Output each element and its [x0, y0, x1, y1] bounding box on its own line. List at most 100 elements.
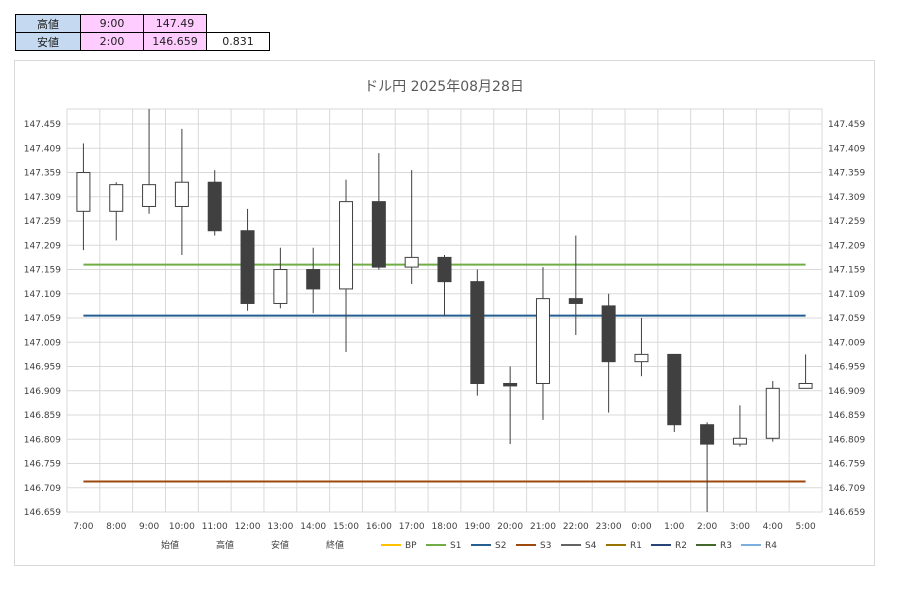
- legend-label: 安値: [271, 539, 289, 551]
- y-axis-right: 147.459 147.409 147.359 147.309 147.259 147.2…: [828, 120, 865, 518]
- candle: [371, 153, 386, 270]
- x-tick-label: 3:00: [730, 522, 750, 532]
- y-tick-label-left: 147.309: [24, 193, 61, 203]
- candle: [470, 269, 485, 396]
- range-value: 0.831: [206, 32, 270, 51]
- candle-body: [174, 181, 189, 207]
- candle-body: [273, 269, 288, 304]
- legend-label: R2: [675, 541, 687, 551]
- legend-label: R1: [630, 541, 642, 551]
- candle-body: [568, 298, 583, 304]
- x-tick-label: 11:00: [202, 522, 228, 532]
- x-tick-label: 14:00: [300, 522, 326, 532]
- x-tick-label: 16:00: [366, 522, 392, 532]
- y-tick-label-left: 146.759: [24, 460, 61, 470]
- x-tick-label: 20:00: [497, 522, 523, 532]
- y-tick-label-right: 147.109: [828, 290, 865, 300]
- candle: [535, 267, 550, 420]
- y-tick-label-left: 147.009: [24, 338, 61, 348]
- candlestick-chart: ドル円 2025年08月28日 147.459147.409147.359147…: [24, 79, 866, 551]
- summary-high-row: 高値 9:00 147.49: [15, 14, 270, 33]
- legend-item: 高値: [216, 539, 234, 551]
- y-tick-label-right: 147.009: [828, 338, 865, 348]
- legend-label: R3: [720, 541, 732, 551]
- y-tick-label-right: 146.759: [828, 460, 865, 470]
- x-tick-label: 13:00: [267, 522, 293, 532]
- x-tick-label: 1:00: [664, 522, 684, 532]
- legend-item: S3: [516, 541, 551, 551]
- y-tick-label-left: 147.409: [24, 144, 61, 154]
- high-time: 9:00: [80, 14, 144, 33]
- candle: [207, 170, 222, 236]
- candle: [700, 422, 715, 512]
- legend-label: S1: [450, 541, 461, 551]
- candle-body: [371, 201, 386, 268]
- candle-body: [207, 181, 222, 232]
- candle-body: [437, 256, 452, 283]
- candle: [142, 109, 157, 214]
- legend-label: 始値: [161, 539, 179, 551]
- chart-area: ドル円 2025年08月28日 147.459 147.409 147.359 147…: [14, 60, 875, 566]
- candle: [339, 179, 354, 352]
- y-tick-label-right: 146.809: [828, 435, 865, 445]
- candle-body: [798, 382, 813, 389]
- y-tick-label-left: 147.059: [24, 314, 61, 324]
- y-tick-label-left: 146.659: [24, 508, 61, 518]
- y-tick-label-right: 146.659: [828, 508, 865, 518]
- x-tick-label: 18:00: [432, 522, 458, 532]
- candle: [667, 353, 682, 432]
- x-tick-label: 23:00: [596, 522, 622, 532]
- candle-body: [109, 184, 124, 212]
- candle-body: [339, 201, 354, 290]
- legend-item: 安値: [271, 539, 289, 551]
- x-tick-label: 9:00: [139, 522, 159, 532]
- y-tick-label-left: 146.859: [24, 411, 61, 421]
- candle: [765, 381, 780, 442]
- candle: [798, 354, 813, 389]
- candle-body: [765, 387, 780, 439]
- y-tick-label-left: 147.259: [24, 217, 61, 227]
- y-tick-label-left: 147.159: [24, 266, 61, 276]
- legend-item: S1: [426, 541, 461, 551]
- y-tick-label-right: 146.959: [828, 363, 865, 373]
- legend-item: S4: [561, 541, 597, 551]
- candle: [437, 254, 452, 316]
- x-axis: 7:00 8:00 9:00 10:00 11:00 12:00 13:00 14:00 15:…: [73, 522, 816, 532]
- x-tick-label: 12:00: [235, 522, 261, 532]
- summary-low-row: 安値 2:00 146.659 0.831: [15, 32, 270, 51]
- legend-label: 終値: [326, 539, 344, 551]
- legend-item: 終値: [326, 539, 344, 551]
- candle: [240, 208, 255, 311]
- candle-body: [732, 437, 747, 445]
- x-tick-label: 10:00: [169, 522, 195, 532]
- candle: [634, 318, 649, 377]
- x-tick-label: 7:00: [73, 522, 93, 532]
- y-axis-left: 147.459 147.409 147.359 147.309 147.259 147.2…: [24, 120, 61, 518]
- x-tick-label: 19:00: [464, 522, 490, 532]
- candle-body: [76, 172, 91, 212]
- x-tick-label: 22:00: [563, 522, 589, 532]
- y-tick-label-left: 146.809: [24, 435, 61, 445]
- x-tick-label: 0:00: [631, 522, 651, 532]
- candle-body: [503, 382, 518, 387]
- low-time: 2:00: [80, 32, 144, 51]
- x-tick-label: 8:00: [106, 522, 126, 532]
- candle: [76, 143, 91, 251]
- low-label: 安値: [15, 32, 81, 51]
- y-tick-label-right: 147.359: [828, 169, 865, 179]
- candle: [306, 247, 321, 314]
- y-tick-label-right: 147.409: [828, 144, 865, 154]
- candle: [503, 366, 518, 445]
- y-tick-label-left: 146.709: [24, 484, 61, 494]
- candle: [273, 247, 288, 309]
- candle-body: [535, 298, 550, 384]
- legend-item: R1: [606, 541, 642, 551]
- y-tick-label-right: 147.209: [828, 241, 865, 251]
- candle-body: [634, 353, 649, 363]
- candle-body: [601, 305, 616, 363]
- y-tick-label-left: 146.909: [24, 387, 61, 397]
- legend-label: S3: [540, 541, 551, 551]
- legend-item: R3: [696, 541, 732, 551]
- x-tick-label: 5:00: [795, 522, 815, 532]
- candle-body: [240, 230, 255, 304]
